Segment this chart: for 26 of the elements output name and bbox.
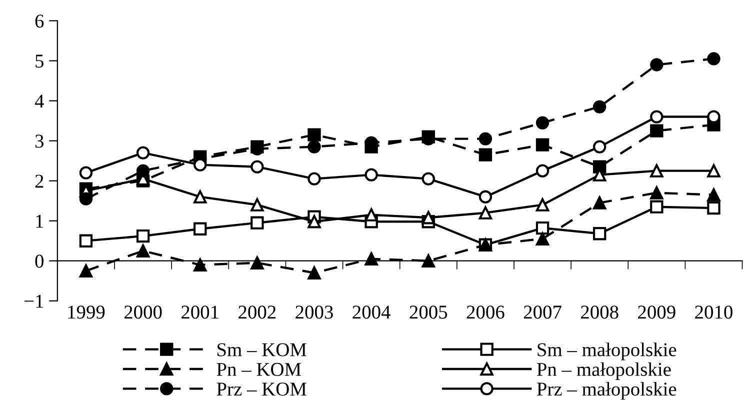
legend-label: Sm – małopolskie bbox=[538, 342, 676, 360]
y-tick-label: 1 bbox=[36, 214, 44, 228]
legend-label: Sm – KOM bbox=[218, 343, 306, 356]
x-tick-label: 2010 bbox=[695, 306, 732, 319]
y-tick-label: −1 bbox=[24, 294, 44, 308]
x-tick-label: 2005 bbox=[410, 306, 448, 319]
x-tick-label: 2000 bbox=[124, 306, 162, 319]
x-tick-label: 2007 bbox=[524, 306, 562, 319]
legend-label: Pn – KOM bbox=[216, 362, 301, 376]
x-tick-label: 2003 bbox=[296, 306, 333, 319]
legend-label: Pn – małopolskie bbox=[536, 362, 671, 380]
y-tick-label: 2 bbox=[35, 174, 44, 188]
x-tick-label: 2002 bbox=[238, 306, 276, 319]
y-tick-label: 4 bbox=[34, 94, 44, 108]
legend-label: Prz – małopolskie bbox=[536, 382, 676, 400]
y-tick-label: 6 bbox=[35, 14, 44, 28]
y-tick-label: 3 bbox=[35, 134, 44, 148]
y-tick-label: 5 bbox=[36, 54, 44, 68]
x-tick-label: 2008 bbox=[581, 306, 618, 319]
x-tick-label: 2001 bbox=[182, 306, 218, 319]
y-tick-label: 0 bbox=[35, 254, 44, 268]
x-tick-label: 1999 bbox=[68, 306, 105, 319]
legend-label: Prz – KOM bbox=[216, 382, 306, 396]
x-tick-label: 2006 bbox=[466, 306, 504, 319]
x-tick-label: 2009 bbox=[638, 306, 676, 319]
x-tick-label: 2004 bbox=[352, 306, 390, 319]
